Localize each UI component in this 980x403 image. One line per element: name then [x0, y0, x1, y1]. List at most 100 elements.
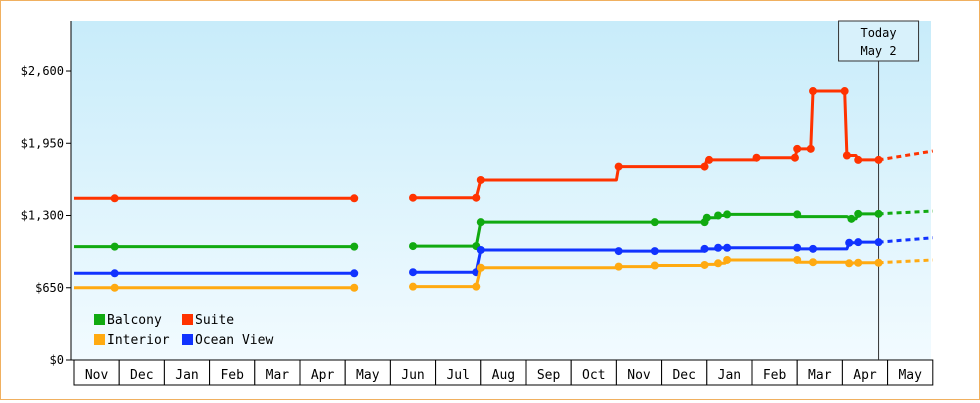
data-point-interior	[793, 255, 802, 264]
data-point-suite	[614, 162, 623, 171]
data-point-ocean-view	[809, 244, 818, 253]
data-point-balcony	[476, 218, 485, 227]
data-point-ocean-view	[110, 269, 119, 278]
data-point-interior	[723, 255, 732, 264]
x-tick-cell	[887, 359, 934, 386]
data-point-interior	[714, 259, 723, 268]
data-point-suite	[793, 144, 802, 153]
x-tick-cell	[209, 359, 256, 386]
y-tick-label: $2,600	[21, 64, 64, 78]
data-point-interior	[854, 258, 863, 267]
x-tick-label: Oct	[582, 368, 605, 383]
data-point-balcony	[854, 209, 863, 218]
data-point-ocean-view	[714, 243, 723, 252]
x-tick-label: Jun	[401, 368, 424, 383]
data-point-interior	[700, 260, 709, 269]
x-tick-label: Mar	[266, 368, 290, 383]
data-point-balcony	[702, 213, 711, 222]
legend-label: Balcony	[107, 313, 162, 328]
x-tick-label: Jan	[175, 368, 198, 383]
data-point-balcony	[793, 210, 802, 219]
data-point-suite	[840, 87, 849, 96]
x-tick-cell	[751, 359, 798, 386]
x-tick-cell	[254, 359, 301, 386]
x-tick-cell	[299, 359, 346, 386]
legend-swatch	[182, 334, 193, 345]
data-point-suite	[472, 193, 481, 202]
data-point-suite	[790, 153, 799, 162]
forecast-line-suite	[878, 149, 934, 162]
data-point-balcony	[847, 214, 856, 223]
data-point-ocean-view	[723, 243, 732, 252]
forecast-line-interior	[878, 258, 933, 265]
legend-label: Interior	[107, 333, 170, 348]
data-point-interior	[650, 261, 659, 270]
data-point-ocean-view	[409, 268, 417, 277]
today-date: May 2	[860, 44, 896, 58]
x-tick-cell	[435, 359, 482, 386]
data-point-suite	[350, 194, 359, 203]
data-point-suite	[705, 155, 714, 164]
data-point-ocean-view	[614, 247, 623, 256]
data-point-interior	[409, 282, 417, 291]
legend-label: Ocean View	[195, 333, 273, 348]
data-point-ocean-view	[650, 247, 659, 256]
data-point-suite	[752, 153, 761, 162]
data-point-balcony	[350, 242, 359, 251]
data-point-ocean-view	[700, 244, 709, 253]
x-tick-cell	[661, 359, 708, 386]
data-point-suite	[476, 175, 485, 184]
data-point-suite	[409, 193, 417, 202]
x-tick-label: Sep	[537, 368, 561, 383]
data-point-interior	[809, 258, 818, 267]
data-point-suite	[806, 144, 815, 153]
x-tick-label: May	[898, 368, 922, 383]
data-point-interior	[350, 283, 359, 292]
data-point-suite	[700, 162, 709, 171]
data-point-ocean-view	[854, 238, 863, 247]
x-tick-label: Jan	[718, 368, 741, 383]
legend-label: Suite	[195, 313, 234, 328]
data-point-balcony	[110, 242, 119, 251]
forecast-line-ocean-view	[878, 236, 933, 244]
data-point-ocean-view	[350, 269, 359, 278]
legend-swatch	[94, 314, 105, 325]
x-tick-label: Nov	[627, 368, 651, 383]
data-point-ocean-view	[874, 238, 883, 247]
x-tick-label: Feb	[220, 368, 244, 383]
legend-swatch	[94, 334, 105, 345]
x-tick-cell	[73, 359, 120, 386]
data-point-balcony	[650, 218, 659, 227]
data-point-interior	[110, 283, 119, 292]
data-point-balcony	[714, 211, 723, 220]
today-label: Today	[860, 26, 896, 40]
x-tick-label: Aug	[492, 368, 515, 383]
x-tick-cell	[118, 359, 165, 386]
x-tick-label: Dec	[672, 368, 695, 383]
data-point-suite	[874, 155, 883, 164]
x-tick-label: May	[356, 368, 380, 383]
data-point-suite	[854, 155, 863, 164]
data-point-suite	[842, 151, 851, 160]
y-tick-label: $650	[35, 281, 64, 295]
data-point-balcony	[409, 242, 417, 251]
data-point-suite	[809, 87, 818, 96]
x-tick-cell	[615, 359, 663, 386]
data-point-ocean-view	[476, 245, 485, 254]
data-point-interior	[476, 263, 485, 272]
today-box	[838, 20, 920, 62]
x-tick-label: Feb	[763, 368, 787, 383]
x-tick-cell	[163, 359, 211, 386]
forecast-line-balcony	[878, 209, 933, 216]
data-point-interior	[845, 259, 854, 268]
x-tick-label: Apr	[853, 368, 877, 383]
data-point-ocean-view	[793, 243, 802, 252]
x-tick-cell	[796, 359, 843, 386]
x-tick-label: Apr	[311, 368, 335, 383]
x-tick-label: Mar	[808, 368, 832, 383]
x-tick-label: Dec	[130, 368, 153, 383]
plot-area	[71, 21, 931, 360]
data-point-balcony	[723, 210, 732, 219]
